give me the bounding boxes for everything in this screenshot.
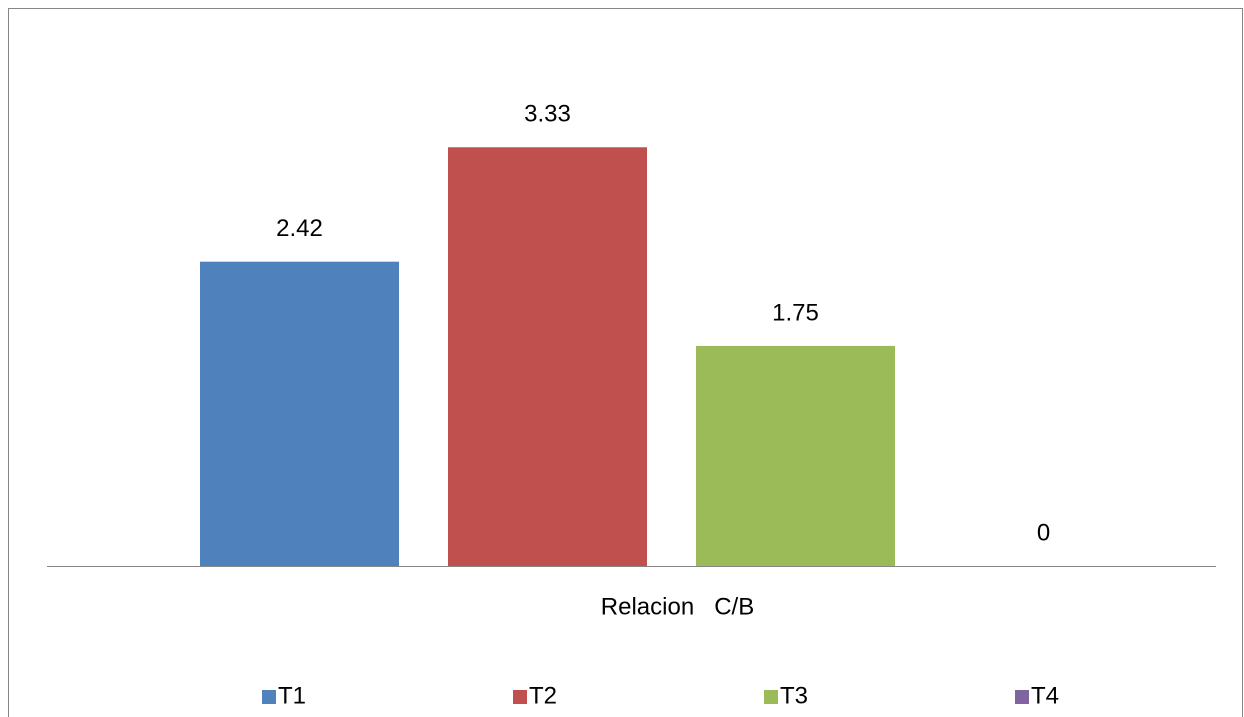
data-label: 3.33 bbox=[524, 101, 571, 128]
bar bbox=[448, 147, 647, 566]
bar bbox=[696, 345, 895, 566]
data-label: 1.75 bbox=[772, 299, 819, 326]
x-tick-label: Relacion C/B bbox=[601, 593, 754, 620]
bar bbox=[200, 261, 399, 566]
legend-label: T3 bbox=[780, 682, 808, 709]
legend-swatch bbox=[1015, 690, 1029, 704]
legend-swatch bbox=[764, 690, 778, 704]
legend-label: T1 bbox=[278, 682, 306, 709]
legend-swatch bbox=[513, 690, 527, 704]
legend-label: T4 bbox=[1031, 682, 1059, 709]
data-label: 2.42 bbox=[276, 215, 323, 242]
data-label: 0 bbox=[1037, 519, 1050, 546]
legend-label: T2 bbox=[529, 682, 557, 709]
legend-swatch bbox=[262, 690, 276, 704]
